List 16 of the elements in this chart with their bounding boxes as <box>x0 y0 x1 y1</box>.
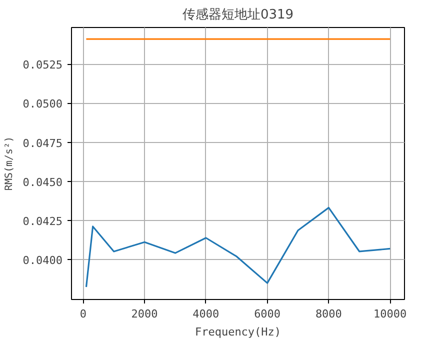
x-tick-label: 2000 <box>131 308 158 320</box>
y-axis-title: RMS(m/s²) <box>4 136 15 191</box>
line-series <box>85 206 391 288</box>
x-tick-label: 0 <box>80 308 86 320</box>
x-tick-label: 10000 <box>374 308 407 320</box>
y-tick-label: 0.0400 <box>22 254 63 268</box>
y-tick-label: 0.0525 <box>22 58 63 72</box>
x-tick-label: 4000 <box>192 308 220 320</box>
y-tick-label: 0.0425 <box>22 215 63 228</box>
y-tick-label: 0.0450 <box>22 176 63 189</box>
y-tick-label: 0.0500 <box>22 98 63 111</box>
y-tick-label: 0.0475 <box>22 136 63 150</box>
x-axis-title: Frequency(Hz) <box>194 326 282 338</box>
chart-title: 传感器短地址0319 <box>182 8 294 22</box>
x-tick-label: 6000 <box>254 308 281 320</box>
x-tick-label: 8000 <box>315 308 342 320</box>
